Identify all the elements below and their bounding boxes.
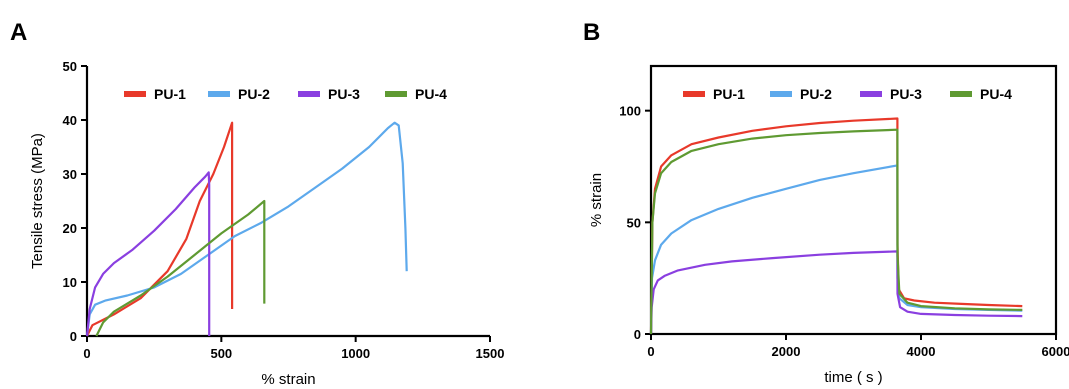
panel-b-x-tick-label: 6000 [1042,344,1069,359]
panel-label-b: B [583,19,600,46]
panel-a-x-tick-label: 500 [210,346,232,361]
panel-b-x-tick-label: 0 [647,344,654,359]
panel-a-series-line-pu-4 [95,199,266,337]
panel-b-y-tick-label: 50 [627,215,641,230]
chart-panel-b: 0 2000 4000 6000 0 50 100 time ( s ) % strain PU-… [588,64,1069,386]
panel-label-a: A [10,19,27,46]
panel-b-y-tick-label: 100 [619,104,641,119]
panel-b-y-tick-label: 0 [634,327,641,342]
panel-a-y-tick-label: 30 [63,167,77,182]
panel-b-x-tick-label: 4000 [907,344,936,359]
panel-a-legend-label-pu-4: PU-4 [415,86,447,102]
panel-b-legend-label-pu-2: PU-2 [800,86,832,102]
chart-panel-a: 0 500 1000 1500 0 10 20 30 40 50 % strain Tensile s… [29,59,504,388]
panel-b-series-line-pu-3 [649,250,1023,335]
panel-a-y-tick-label: 0 [70,329,77,344]
panel-a-series-line-pu-1 [86,121,234,337]
panel-a-y-tick-label: 50 [63,59,77,74]
panel-b-series-line-pu-4 [649,128,1023,335]
panel-b-x-tick-label: 2000 [772,344,801,359]
panel-a-series-line-pu-3 [85,171,211,337]
panel-b-series-line-pu-1 [649,117,1023,335]
panel-a-x-axis-title: % strain [261,371,315,388]
panel-b-x-axis-title: time ( s ) [824,369,882,386]
panel-b-legend-label-pu-4: PU-4 [980,86,1012,102]
panel-a-y-tick-label: 10 [63,275,77,290]
panel-b-y-axis-title: % strain [588,173,605,227]
panel-a-x-tick-label: 1500 [476,346,505,361]
panel-a-x-tick-label: 0 [83,346,90,361]
panel-a-legend-label-pu-2: PU-2 [238,86,270,102]
panel-a-y-tick-label: 20 [63,221,77,236]
panel-a-legend-label-pu-3: PU-3 [328,86,360,102]
panel-b-plot-frame [649,64,1058,336]
panel-a-y-axis-title: Tensile stress (MPa) [29,133,46,269]
panel-b-legend-label-pu-1: PU-1 [713,86,745,102]
panel-b-legend-label-pu-3: PU-3 [890,86,922,102]
panel-a-y-tick-label: 40 [63,113,77,128]
panel-a-x-tick-label: 1000 [341,346,370,361]
panel-a-series-line-pu-2 [85,121,408,337]
panel-a-legend-label-pu-1: PU-1 [154,86,186,102]
